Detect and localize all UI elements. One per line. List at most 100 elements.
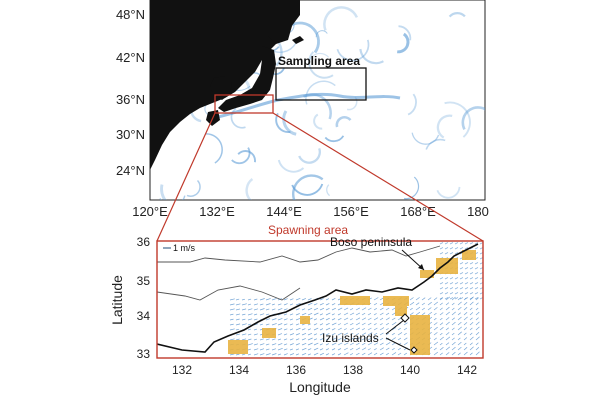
current-vector: [475, 342, 479, 346]
current-vector: [403, 342, 408, 346]
current-vector: [307, 353, 312, 356]
current-swirl: [436, 114, 453, 139]
current-vector: [459, 277, 464, 280]
current-vector: [445, 336, 451, 341]
current-vector: [307, 298, 312, 301]
current-vector: [337, 348, 342, 351]
current-swirl: [397, 32, 410, 54]
current-vector: [313, 352, 319, 356]
lat-tick-label: 42°N: [116, 50, 145, 65]
current-vector: [445, 346, 451, 351]
current-vector: [289, 318, 294, 321]
current-vector: [445, 306, 450, 311]
current-vector: [319, 302, 324, 306]
top-map: Sampling area 48°N 42°N 36°N 30°N 24°N 1…: [116, 0, 489, 219]
spawn-patch: [300, 316, 310, 324]
current-vector: [235, 338, 240, 341]
current-swirl: [277, 159, 305, 173]
current-vector: [325, 327, 331, 331]
current-vector: [313, 318, 318, 321]
current-vector: [259, 353, 265, 356]
depth-contours: [157, 245, 441, 301]
current-swirl: [305, 80, 336, 105]
current-vector: [454, 292, 459, 295]
current-vector: [415, 311, 421, 316]
current-vector: [235, 298, 240, 301]
current-vector: [439, 242, 444, 245]
kuroshio-current: [213, 92, 401, 120]
current-vector: [271, 348, 277, 351]
current-vector: [439, 277, 444, 280]
x-axis-title: Longitude: [289, 379, 351, 395]
current-vector: [457, 331, 462, 336]
current-vector: [295, 353, 300, 356]
kuril-islands: [292, 36, 304, 44]
current-vector: [409, 297, 414, 301]
current-vector: [277, 308, 283, 311]
current-vector: [439, 342, 443, 346]
current-vector: [241, 323, 247, 326]
current-vector: [295, 338, 300, 341]
current-swirl: [292, 174, 324, 200]
current-vector: [433, 337, 437, 341]
current-vector: [355, 322, 361, 326]
spawn-patch: [410, 315, 430, 355]
y-tick-label: 35: [137, 274, 151, 288]
current-vector: [454, 277, 459, 280]
current-vector: [445, 311, 450, 316]
current-vector: [343, 328, 347, 331]
current-vector: [469, 327, 473, 331]
current-vector: [283, 318, 288, 321]
current-vector: [235, 308, 241, 311]
current-vector: [295, 348, 300, 351]
current-vector: [265, 313, 270, 316]
current-vector: [439, 302, 443, 306]
current-vector: [301, 352, 307, 356]
current-vector: [253, 343, 259, 346]
current-vector: [325, 303, 330, 306]
current-vector: [361, 337, 367, 341]
current-vector: [355, 317, 361, 321]
sampling-area-box: [275, 67, 367, 101]
x-tick-label: 132: [172, 363, 192, 377]
current-vector: [325, 343, 330, 346]
current-vector: [349, 353, 354, 356]
current-vector: [241, 303, 247, 306]
current-vector: [253, 348, 259, 351]
current-swirl: [231, 147, 251, 165]
current-vector: [313, 347, 319, 351]
current-vector: [343, 342, 349, 346]
current-vector: [295, 333, 300, 336]
current-vector: [385, 317, 390, 321]
current-vector: [271, 353, 277, 356]
current-vector: [449, 277, 454, 280]
lon-tick-label: 156°E: [333, 204, 369, 219]
current-vector: [247, 323, 252, 326]
current-vector: [433, 312, 437, 316]
current-vector: [397, 352, 402, 356]
connector-line-right: [272, 112, 484, 242]
current-vector: [475, 321, 480, 326]
current-vector: [283, 308, 288, 311]
current-vector: [319, 323, 324, 326]
current-vector: [367, 322, 372, 326]
current-vector: [367, 307, 372, 311]
current-vector: [469, 317, 473, 321]
current-vector: [475, 326, 480, 331]
current-vector: [355, 342, 360, 346]
current-swirl: [461, 106, 485, 130]
current-vector: [459, 242, 464, 245]
current-vector: [307, 332, 313, 336]
current-vector: [277, 328, 283, 331]
current-vector: [445, 327, 449, 331]
current-vector: [229, 298, 235, 301]
current-vector: [271, 318, 277, 321]
current-vector: [355, 312, 361, 316]
current-vector: [319, 307, 325, 311]
current-vector: [271, 298, 277, 301]
current-vector: [391, 337, 396, 341]
current-vector: [464, 242, 469, 245]
current-vector: [325, 298, 330, 301]
current-vector: [325, 307, 330, 311]
current-vector: [349, 312, 355, 316]
